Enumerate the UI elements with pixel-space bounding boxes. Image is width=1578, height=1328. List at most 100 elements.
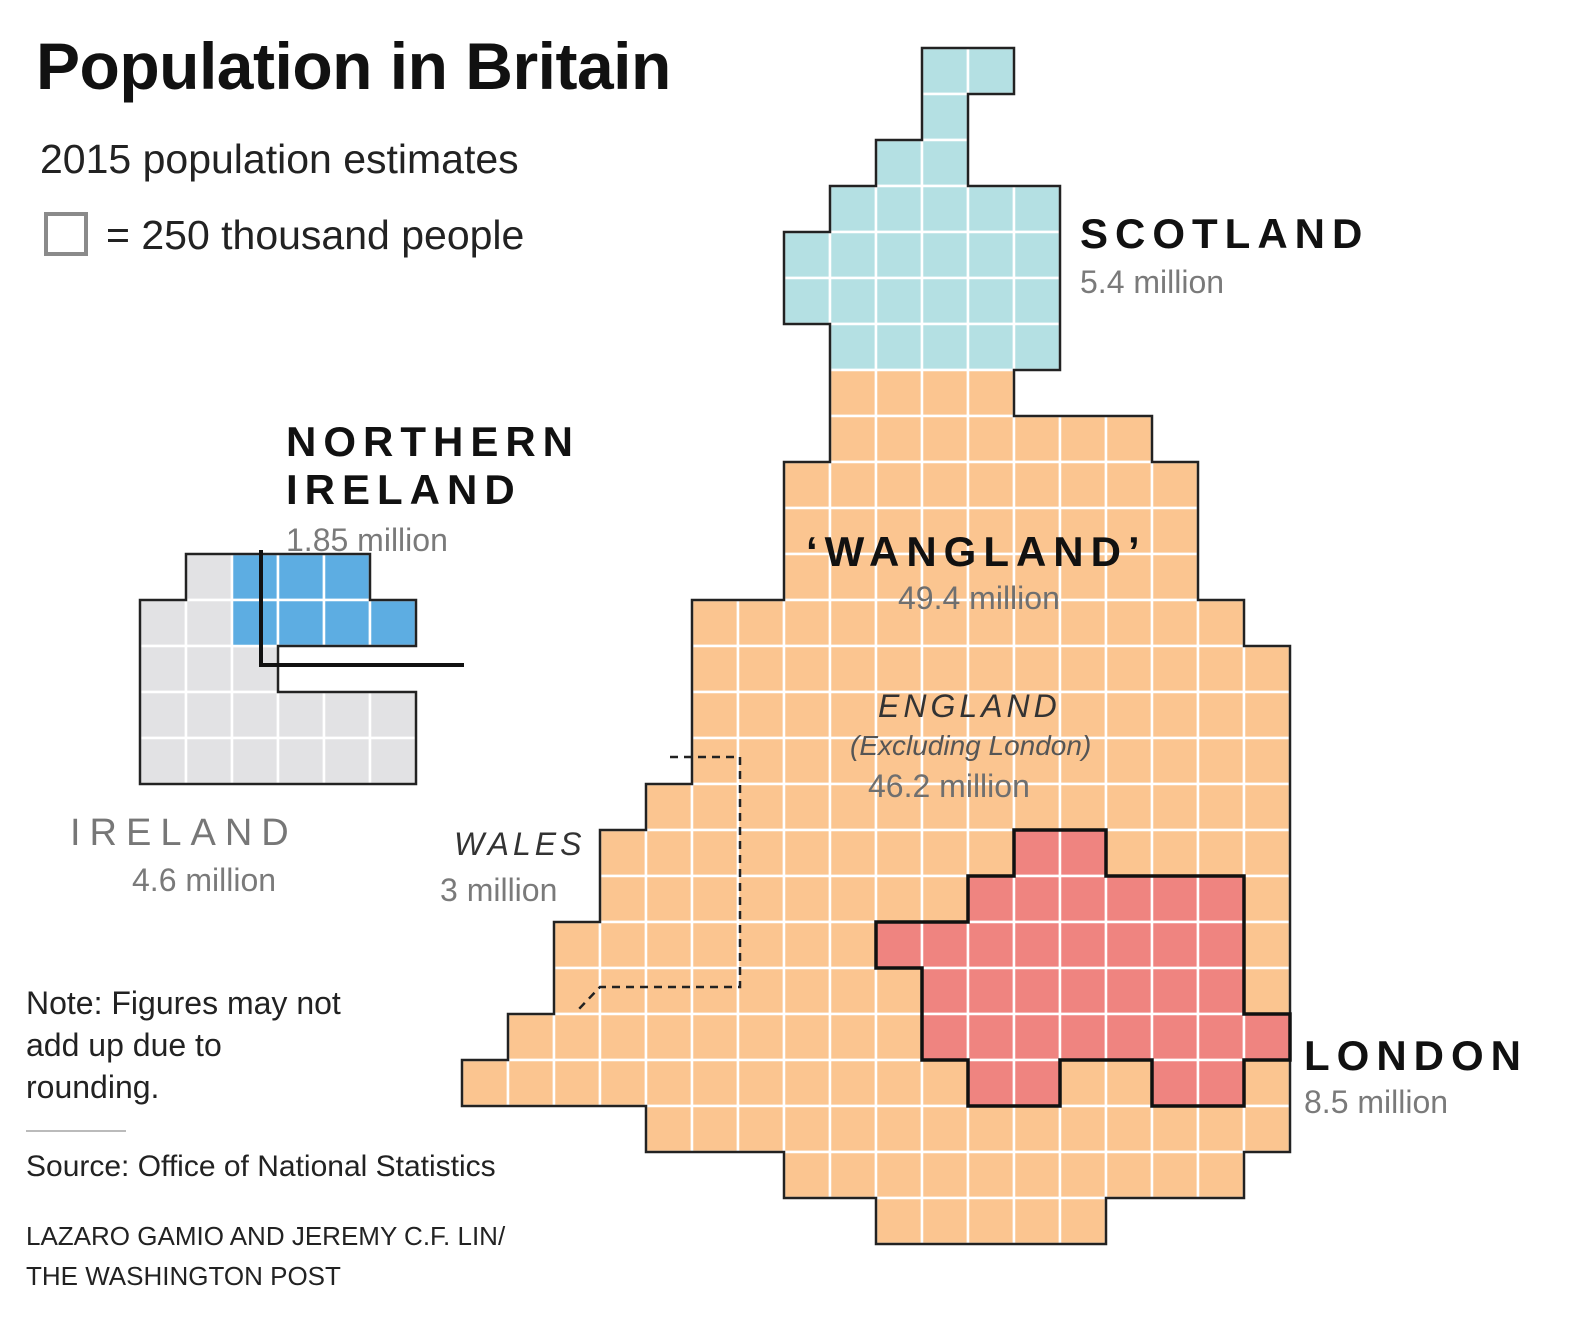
source: Source: Office of National Statistics [26, 1150, 496, 1183]
wangland-tiles-tile [1242, 1058, 1292, 1108]
ireland-tiles-tile [276, 736, 326, 786]
ireland-tiles-tile [184, 644, 234, 694]
wangland-tiles-tile [1104, 782, 1154, 832]
scotland-tiles [782, 46, 1062, 372]
wangland-tiles-tile [736, 1104, 786, 1154]
wangland-tiles-tile [1242, 920, 1292, 970]
wangland-tiles-tile [920, 598, 970, 648]
england-note: (Excluding London) [850, 730, 1092, 761]
wangland-tiles-tile [874, 414, 924, 464]
wangland-tiles-tile [920, 828, 970, 878]
wangland-tiles-tile [644, 1104, 694, 1154]
wangland-tiles-tile [690, 736, 740, 786]
ireland-tiles-tile [138, 644, 188, 694]
wangland-tiles-tile [598, 828, 648, 878]
legend-label: = 250 thousand people [106, 212, 525, 258]
legend-square-icon [44, 212, 88, 256]
wangland-tiles-tile [782, 644, 832, 694]
credit-line1: LAZARO GAMIO AND JEREMY C.F. LIN/ [26, 1221, 506, 1251]
wangland-tiles-tile [506, 1012, 556, 1062]
scotland-tiles-tile [966, 322, 1016, 372]
ireland-value: 4.6 million [132, 862, 277, 898]
wangland-tiles-tile [782, 1150, 832, 1200]
london-tiles-tile [1058, 828, 1108, 878]
subtitle: 2015 population estimates [40, 136, 519, 182]
wangland-tiles-tile [828, 368, 878, 418]
wangland-tiles-tile [1058, 736, 1108, 786]
wangland-tiles-tile [736, 1058, 786, 1108]
outline-layer [138, 46, 1292, 1246]
wangland-tiles-tile [644, 782, 694, 832]
wangland-tiles-tile [1196, 598, 1246, 648]
wangland-tiles-tile [874, 874, 924, 924]
london-tiles-tile [920, 966, 970, 1016]
ireland-tiles-tile [368, 736, 418, 786]
wangland-tiles-tile [782, 874, 832, 924]
wangland-tiles-tile [828, 414, 878, 464]
ireland-tiles-tile [184, 690, 234, 740]
london-tiles-tile [1150, 874, 1200, 924]
wangland-tiles-tile [736, 828, 786, 878]
wangland-tiles-tile [874, 966, 924, 1016]
wangland-tiles-tile [1104, 736, 1154, 786]
ireland-tiles-tile [184, 736, 234, 786]
wangland-tiles-tile [690, 920, 740, 970]
london-tiles-tile [1196, 920, 1246, 970]
scotland-tiles-tile [874, 138, 924, 188]
wangland-tiles-tile [782, 782, 832, 832]
wangland-tiles-tile [782, 1058, 832, 1108]
wangland-tiles-tile [690, 1058, 740, 1108]
london-tiles-tile [1242, 1012, 1292, 1062]
scotland-tiles-tile [966, 46, 1016, 96]
london-tiles-tile [1058, 1012, 1108, 1062]
wangland-tiles-tile [920, 368, 970, 418]
wangland-tiles-tile [644, 828, 694, 878]
wangland-tiles-tile [874, 1012, 924, 1062]
wangland-tiles-tile [920, 1150, 970, 1200]
scotland-tiles-tile [920, 322, 970, 372]
wangland-tiles-tile [1242, 644, 1292, 694]
wangland-tiles-tile [1196, 644, 1246, 694]
wangland-tiles-tile [828, 598, 878, 648]
wangland-tiles-tile [1012, 552, 1062, 602]
london-tiles-tile [1196, 874, 1246, 924]
wangland-tiles-tile [552, 920, 602, 970]
wangland-tiles-tile [598, 1058, 648, 1108]
wangland-tiles-tile [1058, 414, 1108, 464]
ireland-tiles-tile [322, 690, 372, 740]
wangland-tiles-tile [1150, 690, 1200, 740]
london-tiles-tile [1196, 1058, 1246, 1108]
wangland-tiles-tile [690, 966, 740, 1016]
wangland-tiles-tile [1012, 414, 1062, 464]
wangland-tiles-tile [874, 644, 924, 694]
wangland-tiles-tile [1150, 644, 1200, 694]
scotland-tiles-tile [828, 230, 878, 280]
london-tiles-tile [966, 920, 1016, 970]
wangland-tiles-tile [598, 874, 648, 924]
london-tiles-tile [1012, 966, 1062, 1016]
scotland-tiles-tile [1012, 276, 1062, 326]
wangland-tiles-tile [1104, 828, 1154, 878]
wangland-tiles-tile [690, 782, 740, 832]
wangland-tiles-tile [1242, 1104, 1292, 1154]
wangland-tiles-tile [1058, 598, 1108, 648]
wangland-tiles-tile [1196, 736, 1246, 786]
wangland-tiles-tile [782, 828, 832, 878]
wangland-tiles-tile [966, 1196, 1016, 1246]
ireland-tiles-tile [368, 690, 418, 740]
northern-ireland-tiles-tile [276, 598, 326, 648]
wangland-tiles-tile [552, 1012, 602, 1062]
wangland-tiles-tile [1104, 644, 1154, 694]
london-outline [874, 828, 1292, 1108]
wangland-tiles-tile [1242, 828, 1292, 878]
wangland-tiles-tile [966, 1104, 1016, 1154]
scotland-tiles-tile [920, 138, 970, 188]
wangland-tiles-tile [1058, 1104, 1108, 1154]
wangland-tiles-tile [1104, 414, 1154, 464]
scotland-tiles-tile [828, 184, 878, 234]
london-tiles-tile [1058, 920, 1108, 970]
wangland-tiles-tile [1196, 828, 1246, 878]
wangland-tiles-tile [736, 1012, 786, 1062]
wangland-tiles-tile [1012, 1196, 1062, 1246]
